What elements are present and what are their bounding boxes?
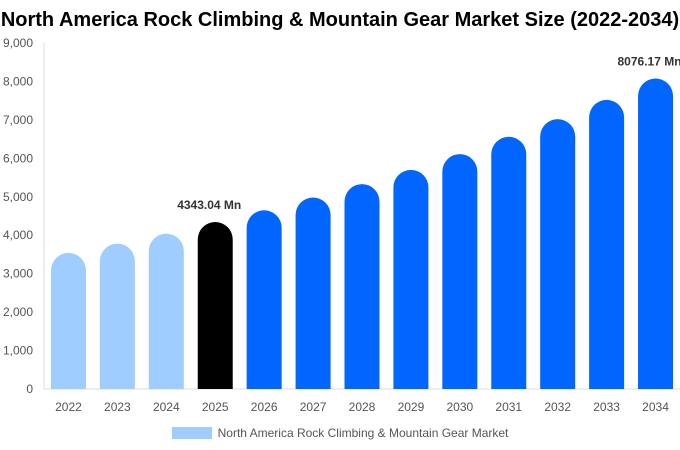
y-tick-label: 6,000 xyxy=(3,151,33,165)
x-tick-label: 2028 xyxy=(349,400,376,414)
bar-2028 xyxy=(344,184,380,389)
x-tick-label: 2032 xyxy=(544,400,571,414)
chart-title: North America Rock Climbing & Mountain G… xyxy=(0,9,680,31)
y-tick-label: 0 xyxy=(26,382,33,396)
bar-2023 xyxy=(99,243,135,389)
bar-2024 xyxy=(148,233,184,389)
bar-2022 xyxy=(50,252,86,389)
y-tick-label: 1,000 xyxy=(3,344,33,358)
x-tick-label: 2026 xyxy=(251,400,278,414)
bar-2027 xyxy=(295,197,331,389)
x-tick-label: 2030 xyxy=(446,400,473,414)
data-label-2034: 8076.17 Mn xyxy=(618,55,680,69)
bar-2026 xyxy=(246,210,282,389)
x-tick-label: 2027 xyxy=(300,400,327,414)
y-tick-label: 3,000 xyxy=(3,267,33,281)
bar-2030 xyxy=(442,154,478,389)
x-tick-label: 2023 xyxy=(104,400,131,414)
y-tick-label: 7,000 xyxy=(3,113,33,127)
legend: North America Rock Climbing & Mountain G… xyxy=(0,426,680,440)
y-tick-label: 4,000 xyxy=(3,228,33,242)
legend-label: North America Rock Climbing & Mountain G… xyxy=(217,426,509,440)
y-tick-label: 2,000 xyxy=(3,305,33,319)
legend-swatch xyxy=(171,427,212,439)
y-tick-label: 8,000 xyxy=(3,74,33,88)
x-tick-label: 2031 xyxy=(495,400,522,414)
bar-2025 xyxy=(197,222,233,389)
x-tick-label: 2034 xyxy=(642,400,669,414)
bar-2032 xyxy=(540,119,576,390)
bar-2029 xyxy=(393,169,429,389)
x-tick-label: 2022 xyxy=(55,400,82,414)
x-tick-label: 2025 xyxy=(202,400,229,414)
bar-2031 xyxy=(491,136,527,389)
bar-2033 xyxy=(589,99,625,390)
y-tick-label: 9,000 xyxy=(3,36,33,50)
x-tick-label: 2029 xyxy=(398,400,425,414)
data-label-2025: 4343.04 Mn xyxy=(177,198,241,212)
x-tick-label: 2033 xyxy=(593,400,620,414)
y-tick-label: 5,000 xyxy=(3,190,33,204)
bar-2034 xyxy=(638,78,674,389)
x-tick-label: 2024 xyxy=(153,400,180,414)
